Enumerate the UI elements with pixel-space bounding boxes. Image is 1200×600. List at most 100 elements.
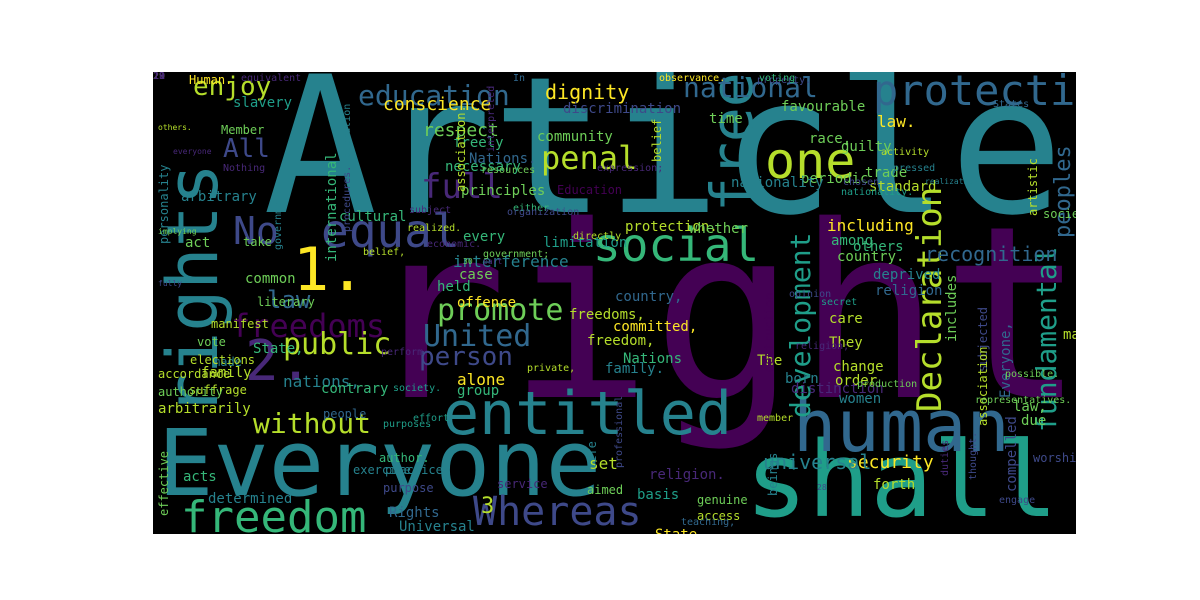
word-3: 3 xyxy=(481,494,495,519)
word-purpose: purpose xyxy=(383,481,434,495)
word-whereas: Whereas xyxy=(473,489,642,534)
word-22: 22 xyxy=(153,72,166,82)
word-30: 30 xyxy=(463,257,473,266)
word-recognition: recognition xyxy=(925,242,1058,266)
word-18: 18 xyxy=(153,72,166,82)
word-society: society. xyxy=(393,383,442,394)
word-secret: secret xyxy=(821,297,858,308)
word-implying: implying xyxy=(158,227,197,236)
word-basis: basis xyxy=(637,487,680,503)
word-in: In xyxy=(513,73,526,84)
word-country: country, xyxy=(615,289,683,305)
word-made: made xyxy=(213,355,242,369)
word-committed: committed, xyxy=(613,319,698,335)
word-every: every xyxy=(463,229,506,245)
word-acts: acts xyxy=(183,469,217,485)
word-expression: expression; xyxy=(597,163,664,174)
word-protection: protection. xyxy=(625,219,718,235)
word-take: take xyxy=(243,235,272,249)
word-freedoms: freedoms xyxy=(231,307,386,345)
word-promote: promote xyxy=(437,293,564,328)
word-realization: realization, xyxy=(925,177,983,186)
word-shall: shall xyxy=(745,419,1059,534)
word-without: without xyxy=(253,407,372,440)
word-activity: activity xyxy=(881,147,930,158)
word-declaration: Declaration xyxy=(910,186,950,412)
word-cultural: cultural xyxy=(339,209,407,225)
word-act: act xyxy=(185,235,211,251)
word-belief: belief xyxy=(650,118,664,162)
word-professional: professional xyxy=(614,395,625,468)
word-change: change xyxy=(833,359,884,375)
word-subject: subject xyxy=(409,205,452,216)
word-due: due xyxy=(1021,413,1047,429)
word-trade: trade xyxy=(865,165,908,181)
word-care: care xyxy=(829,311,863,327)
word-time: time xyxy=(709,111,743,127)
word-arbitrary: arbitrary xyxy=(181,189,257,205)
word-possible: possible. xyxy=(1005,369,1060,380)
word-realized: realized. xyxy=(407,223,462,234)
word-may: may xyxy=(1063,327,1076,343)
word-enjoy: enjoy xyxy=(193,72,272,102)
word-access: access xyxy=(697,509,741,523)
word-human: Human. xyxy=(189,73,233,87)
word-discrimination: discrimination xyxy=(563,101,682,117)
word-life: life xyxy=(585,441,599,470)
word-slavery: slavery xyxy=(233,95,293,111)
word-no: No xyxy=(233,209,279,253)
word-property: property. xyxy=(757,75,812,86)
word-people: people xyxy=(323,407,367,421)
word-1: 1. xyxy=(293,235,366,305)
word-entitled: entitled xyxy=(443,379,732,449)
word-forth: forth xyxy=(873,477,916,493)
word-case: case xyxy=(459,267,493,283)
word-family: family xyxy=(201,365,252,381)
word-whether: whether xyxy=(689,221,749,237)
word-21: 21 xyxy=(153,72,166,82)
word-resources: resources xyxy=(481,165,536,176)
word-beings: beings xyxy=(766,452,780,496)
word-set: set xyxy=(589,454,618,473)
word-manifest: manifest xyxy=(211,317,269,331)
word-security: security xyxy=(847,452,934,473)
word-others: others. xyxy=(158,123,192,132)
word-among: among xyxy=(831,233,874,249)
word-periodic: periodic xyxy=(801,171,869,187)
word-authority: authority xyxy=(158,385,224,399)
word-peoples: peoples xyxy=(1051,145,1076,238)
word-freely: freely xyxy=(453,135,504,151)
word-teaching: teaching, xyxy=(681,517,736,528)
word-nationality: nationality xyxy=(731,175,824,191)
word-genuine: genuine xyxy=(697,493,748,507)
word-the: The xyxy=(757,353,783,369)
word-accordance: accordance xyxy=(158,367,231,381)
word-association: association. xyxy=(454,105,468,192)
word-education: Education xyxy=(557,183,623,197)
word-state: State. xyxy=(655,528,706,534)
word-representatives: representatives. xyxy=(975,395,1072,406)
word-worship: worship xyxy=(1033,451,1076,465)
word-part: part xyxy=(483,257,503,266)
word-fully: fully xyxy=(158,279,183,288)
word-vote: vote xyxy=(197,335,226,349)
word-directly: directly xyxy=(573,231,622,242)
word-article: Article xyxy=(263,72,1064,257)
word-compelled: compelled xyxy=(1004,416,1020,492)
word-limitation: limitation xyxy=(543,235,628,251)
word-engage: engage xyxy=(999,495,1036,506)
word-family: family. xyxy=(605,361,665,377)
word-effort: effort xyxy=(413,413,450,424)
word-rights: Rights xyxy=(389,505,440,521)
word-28: 28 xyxy=(817,483,827,492)
word-government: government; xyxy=(483,249,550,260)
word-law: law, xyxy=(1013,399,1047,415)
word-social: social xyxy=(593,218,760,272)
word-chosen: chosen xyxy=(843,177,880,188)
word-either: either xyxy=(513,203,550,214)
word-standard: standard xyxy=(869,179,937,195)
word-belief: belief, xyxy=(363,247,406,258)
word-19: 19 xyxy=(153,72,166,82)
word-effective: effective xyxy=(157,450,171,516)
word-distinction: distinction xyxy=(791,381,884,397)
